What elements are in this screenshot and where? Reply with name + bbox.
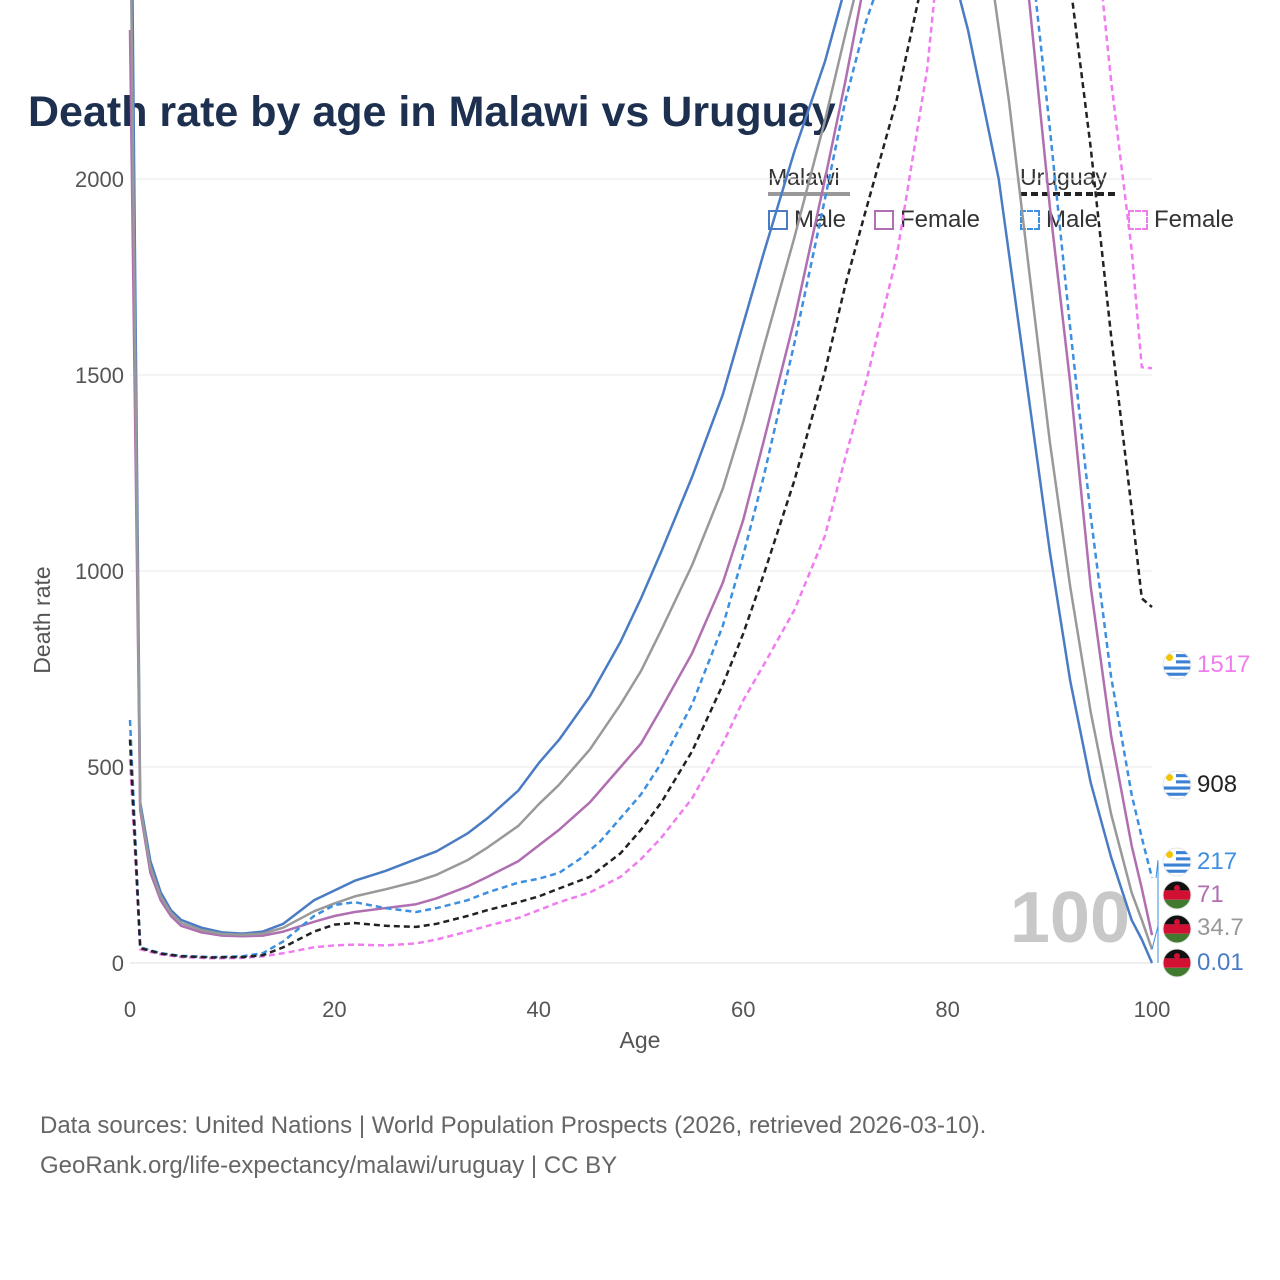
series-lines [128, 0, 1154, 964]
series-line-malawi-total[interactable] [130, 0, 1154, 950]
end-labels: 1517 908 217 71 34.7 0.01 [1151, 650, 1250, 978]
y-tick-label: 2000 [75, 167, 124, 192]
flag-icon-uruguay [1162, 847, 1192, 877]
legend-item-label: Female [900, 206, 981, 233]
end-label-5: 34.7 [1197, 914, 1244, 941]
legend-group-underline [1020, 192, 1118, 196]
swatch-malawi-male [768, 210, 788, 230]
legend-group-label: Uruguay [1020, 164, 1107, 190]
series-line-uruguay-male[interactable] [128, 0, 1154, 959]
x-tick-label: 40 [527, 997, 551, 1022]
y-tick-label: 500 [87, 755, 124, 780]
y-tick-label: 0 [112, 951, 124, 976]
x-tick-label: 80 [935, 997, 959, 1022]
series-line-uruguay-total[interactable] [128, 0, 1153, 959]
flag-icon-malawi [1162, 914, 1192, 944]
swatch-malawi-female [874, 210, 894, 230]
y-tick-label: 1500 [75, 363, 124, 388]
x-tick-label: 0 [124, 997, 136, 1022]
series-line-uruguay-female[interactable] [128, 0, 1153, 960]
x-tick-label: 20 [322, 997, 346, 1022]
x-axis-label: Age [620, 1027, 661, 1053]
legend-item-malawi-female[interactable]: Female [874, 206, 980, 234]
swatch-uruguay-female [1128, 210, 1148, 230]
end-label-6: 0.01 [1197, 949, 1244, 976]
end-label-3: 217 [1197, 848, 1237, 875]
legend-group-underline [768, 192, 850, 196]
grid-lines [130, 178, 1152, 964]
end-label-1: 1517 [1197, 651, 1250, 678]
y-axis-label: Death rate [29, 566, 55, 673]
flag-icon-uruguay [1162, 650, 1192, 680]
legend-item-uruguay-male[interactable]: Male [1020, 206, 1098, 234]
x-tick-label: 100 [1134, 997, 1171, 1022]
y-axis-ticks: 050010001500200025003000 [75, 167, 124, 976]
flag-icon-malawi [1162, 948, 1192, 978]
x-axis-ticks: 0 20 40 60 80 100 [124, 997, 1170, 1022]
legend-item-label: Male [1046, 206, 1099, 233]
flag-icon-uruguay [1162, 770, 1192, 800]
flag-icon-malawi [1162, 880, 1192, 910]
footer-sources: Data sources: United Nations | World Pop… [40, 1112, 987, 1139]
page-title: Death rate by age in Malawi vs Uruguay [28, 88, 836, 136]
legend-item-uruguay-female[interactable]: Female [1128, 206, 1234, 234]
y-tick-label: 1000 [75, 559, 124, 584]
death-rate-chart: 100 050010001500200025003000 02040608010… [29, 0, 1250, 1053]
series-line-malawi-female[interactable] [128, 0, 1154, 938]
label-leader [1151, 859, 1159, 963]
end-label-4: 71 [1197, 881, 1224, 908]
footer: Data sources: United Nations | World Pop… [40, 1106, 986, 1186]
end-label-2: 908 [1197, 771, 1237, 798]
footer-link[interactable]: GeoRank.org/life-expectancy/malawi/urugu… [40, 1152, 618, 1179]
swatch-uruguay-male [1020, 210, 1040, 230]
legend-item-label: Female [1154, 206, 1235, 233]
year-watermark: 100 [1010, 878, 1130, 958]
x-tick-label: 60 [731, 997, 755, 1022]
series-line-malawi-male[interactable] [130, 0, 1154, 964]
